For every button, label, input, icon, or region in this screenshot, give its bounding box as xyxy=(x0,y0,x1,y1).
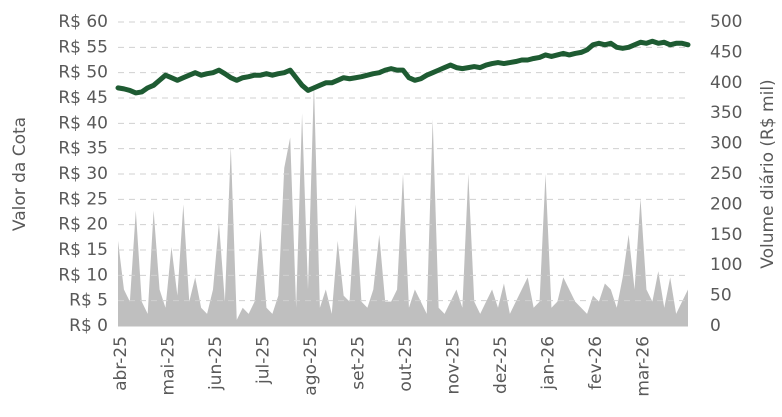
price-line xyxy=(115,38,691,96)
x-tick-label: jul-25 xyxy=(254,336,274,385)
x-tick-label: dez-25 xyxy=(491,336,511,394)
y-tick-label: R$ 5 xyxy=(69,291,108,311)
x-tick-label: jun-25 xyxy=(206,336,226,391)
x-tick-label: jan-26 xyxy=(539,336,559,391)
y-tick-label: R$ 25 xyxy=(58,189,108,209)
y-tick-label: R$ 45 xyxy=(58,88,108,108)
y2-tick-label: 100 xyxy=(710,255,742,275)
x-tick-label: abr-25 xyxy=(111,336,131,391)
y-tick-label: R$ 35 xyxy=(58,139,108,159)
y-tick-label: R$ 15 xyxy=(58,240,108,260)
y2-axis-title: Volume diário (R$ mil) xyxy=(758,79,778,268)
x-tick-label: out-25 xyxy=(396,336,416,392)
x-tick-label: set-25 xyxy=(349,336,369,390)
y2-tick-label: 350 xyxy=(710,103,742,123)
y-tick-label: R$ 0 xyxy=(69,316,108,336)
y-tick-label: R$ 60 xyxy=(58,12,108,32)
y-tick-label: R$ 20 xyxy=(58,215,108,235)
y2-tick-label: 200 xyxy=(710,194,742,214)
y-axis-title: Valor da Cota xyxy=(10,117,30,231)
x-tick-label: nov-25 xyxy=(444,336,464,395)
y2-tick-label: 0 xyxy=(710,316,721,336)
y-tick-label: R$ 30 xyxy=(58,164,108,184)
y2-tick-label: 500 xyxy=(710,12,742,32)
x-tick-label: ago-25 xyxy=(301,336,321,396)
y-tick-label: R$ 50 xyxy=(58,63,108,83)
x-tick-label: mai-25 xyxy=(159,336,179,395)
x-tick-label: mar-26 xyxy=(634,336,654,397)
y2-tick-label: 450 xyxy=(710,42,742,62)
x-tick-label: fev-26 xyxy=(586,336,606,390)
y2-tick-label: 150 xyxy=(710,225,742,245)
y2-tick-label: 400 xyxy=(710,73,742,93)
volume-area xyxy=(118,82,688,326)
y2-tick-label: 50 xyxy=(710,286,732,306)
y-tick-label: R$ 40 xyxy=(58,113,108,133)
y2-tick-label: 300 xyxy=(710,134,742,154)
y-tick-label: R$ 55 xyxy=(58,37,108,57)
y2-tick-label: 250 xyxy=(710,164,742,184)
y-tick-label: R$ 10 xyxy=(58,265,108,285)
